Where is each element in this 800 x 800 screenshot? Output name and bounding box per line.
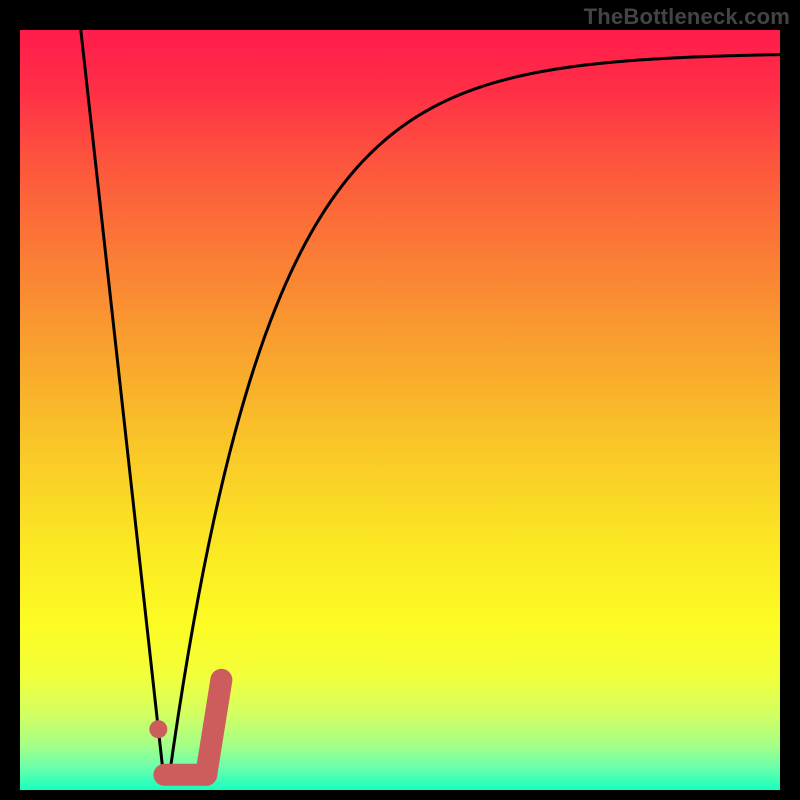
plot-background xyxy=(20,30,780,790)
marker-dot xyxy=(149,720,167,738)
bottleneck-chart: TheBottleneck.com xyxy=(0,0,800,800)
watermark-text: TheBottleneck.com xyxy=(584,4,790,30)
chart-svg xyxy=(0,0,800,800)
